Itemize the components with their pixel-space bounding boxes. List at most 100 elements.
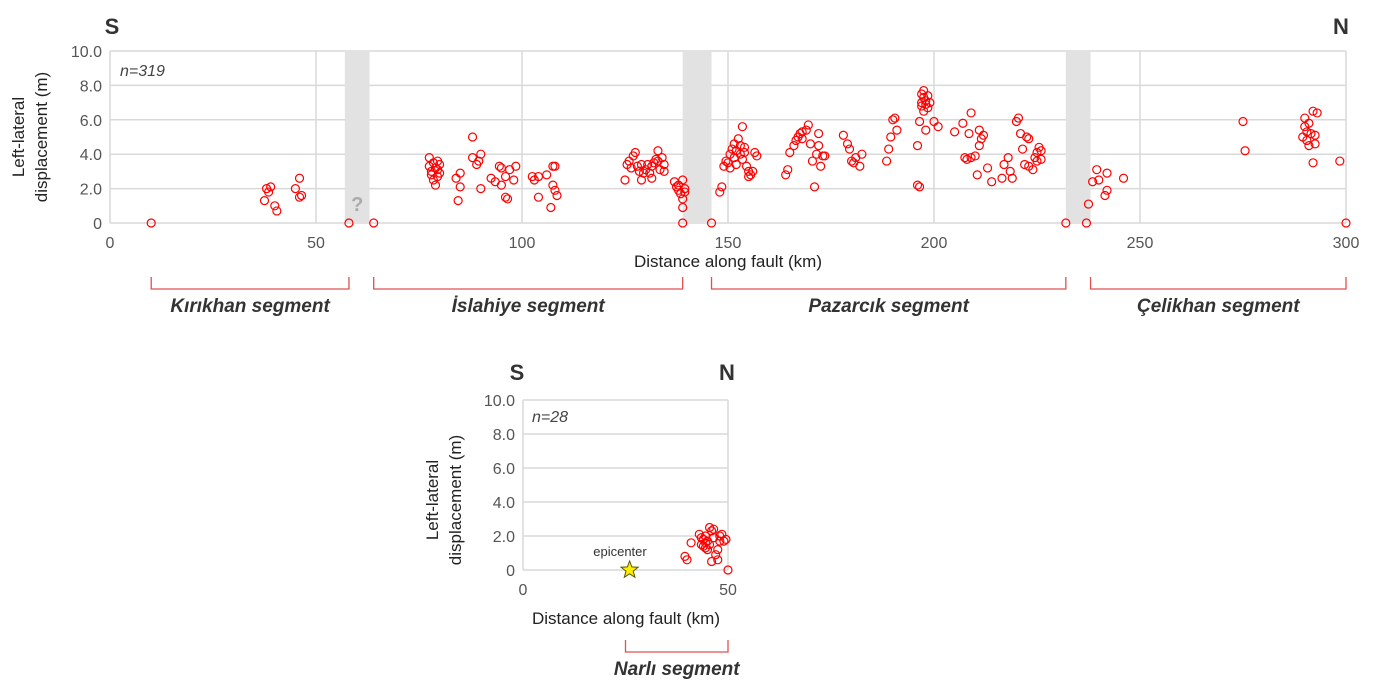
data-point xyxy=(1094,175,1104,185)
data-point xyxy=(933,122,943,132)
y-tick-label: 2.0 xyxy=(80,182,102,199)
top-direction-north: N xyxy=(1333,14,1349,39)
data-point xyxy=(682,555,692,565)
data-point xyxy=(500,171,511,182)
data-point xyxy=(814,141,824,151)
data-point xyxy=(739,142,750,152)
x-tick-label: 200 xyxy=(921,235,948,252)
data-point xyxy=(476,184,486,194)
data-point xyxy=(344,218,354,228)
data-point xyxy=(789,141,799,151)
data-point xyxy=(721,156,731,166)
data-point xyxy=(1335,156,1345,166)
y-tick-label: 6.0 xyxy=(80,113,102,130)
top-sample-count: n=319 xyxy=(120,63,165,80)
data-point xyxy=(542,170,552,180)
data-point xyxy=(647,173,657,183)
data-point xyxy=(921,125,931,135)
data-point xyxy=(259,196,270,206)
data-point xyxy=(719,536,729,546)
data-point xyxy=(369,218,379,228)
data-point xyxy=(890,113,900,123)
data-point xyxy=(630,147,640,158)
x-tick-label: 300 xyxy=(1333,235,1360,252)
data-point xyxy=(855,161,865,171)
data-point xyxy=(1092,165,1102,175)
data-point xyxy=(476,149,486,159)
top-chart-segments: Kırıkhan segment İslahiye segment Pazarcık… xyxy=(150,277,1347,317)
data-point xyxy=(803,120,813,130)
data-point xyxy=(735,141,745,151)
data-point xyxy=(809,182,820,192)
data-point xyxy=(1102,185,1112,195)
data-point xyxy=(294,173,305,183)
data-point xyxy=(1081,218,1092,228)
data-point xyxy=(816,161,826,171)
data-point xyxy=(455,182,465,192)
data-point xyxy=(1304,141,1314,151)
segment-bracket xyxy=(1089,277,1347,290)
data-point xyxy=(805,139,816,149)
x-tick-label: 50 xyxy=(719,582,737,599)
data-point xyxy=(982,163,993,173)
data-point xyxy=(974,125,984,135)
data-point xyxy=(960,153,970,163)
data-point xyxy=(296,190,307,201)
data-point xyxy=(696,533,706,543)
data-point xyxy=(741,161,752,171)
data-point xyxy=(921,96,931,106)
data-point xyxy=(632,161,642,171)
data-point xyxy=(550,185,560,195)
data-point xyxy=(1007,173,1017,183)
data-point xyxy=(686,538,696,548)
data-point xyxy=(1302,135,1312,146)
top-chart-ticks: 0 2.0 4.0 6.0 8.0 10.0 0 50 100 150 200 250 300 xyxy=(71,44,1360,252)
data-point xyxy=(715,187,725,197)
data-point xyxy=(1304,118,1314,128)
data-point xyxy=(451,173,461,183)
data-point xyxy=(455,168,465,178)
segment-gap xyxy=(344,51,370,223)
data-point xyxy=(966,108,976,118)
top-y-axis-label-line2: displacement (m) xyxy=(32,72,51,202)
data-point xyxy=(912,180,923,190)
data-point xyxy=(294,192,305,202)
data-point xyxy=(700,531,711,541)
data-point xyxy=(678,218,688,228)
data-point xyxy=(923,91,933,101)
bottom-sample-count: n=28 xyxy=(532,409,568,426)
data-point xyxy=(496,163,506,173)
data-point xyxy=(884,144,894,154)
data-point xyxy=(797,134,807,144)
top-y-axis-label-line1: Left-lateral xyxy=(9,97,28,177)
data-point xyxy=(1312,108,1322,118)
data-point xyxy=(997,173,1007,183)
data-point xyxy=(1310,130,1320,140)
data-point xyxy=(1061,218,1071,228)
data-point xyxy=(912,141,923,151)
top-x-axis-label: Distance along fault (km) xyxy=(634,252,822,271)
top-chart-grid xyxy=(109,50,1347,224)
bottom-chart-grid xyxy=(522,399,729,571)
data-point xyxy=(1022,132,1032,142)
data-point xyxy=(914,182,925,192)
data-point xyxy=(494,161,504,171)
data-point xyxy=(453,196,463,206)
data-point xyxy=(546,202,556,213)
data-point xyxy=(1100,190,1110,201)
data-point xyxy=(659,166,669,176)
y-tick-label: 2.0 xyxy=(493,529,515,546)
data-point xyxy=(496,180,506,190)
data-point xyxy=(733,134,743,144)
y-tick-label: 10.0 xyxy=(484,393,515,410)
data-point xyxy=(1306,128,1316,139)
bottom-y-axis-label-line2: displacement (m) xyxy=(446,435,465,565)
segment-label: İslahiye segment xyxy=(452,296,606,317)
data-point xyxy=(888,115,898,125)
data-point xyxy=(972,170,982,180)
data-point xyxy=(713,544,723,555)
data-point xyxy=(290,184,300,194)
data-point xyxy=(737,154,748,164)
data-point xyxy=(842,139,853,149)
bottom-chart-points xyxy=(680,522,733,575)
